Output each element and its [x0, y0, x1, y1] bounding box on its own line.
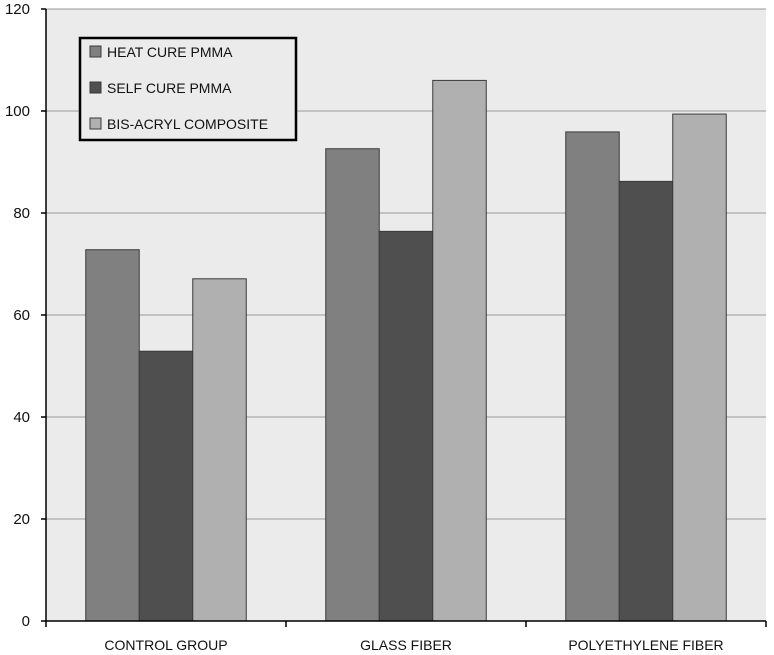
- legend-swatch: [89, 81, 102, 94]
- bar-self-cure-pmma-glass-fiber: [378, 230, 434, 622]
- y-tick-label: 0: [22, 613, 30, 630]
- y-tick-label: 40: [13, 409, 30, 426]
- legend-label: BIS-ACRYL COMPOSITE: [107, 116, 268, 132]
- bar-bis-acryl-composite-glass-fiber: [432, 79, 487, 622]
- y-tick-label: 20: [13, 511, 30, 528]
- y-tick-labels: 0 20 40 60 80 100 120: [5, 1, 30, 630]
- x-tick-label: GLASS FIBER: [360, 637, 452, 653]
- bar-heat-cure-pmma-control-group: [85, 249, 140, 622]
- legend-swatch: [89, 45, 102, 58]
- x-tick-labels: CONTROL GROUP GLASS FIBER POLYETHYLENE FIB…: [104, 637, 723, 653]
- bar-self-cure-pmma-control-group: [138, 350, 194, 622]
- y-tick-label: 80: [13, 205, 30, 222]
- bar-heat-cure-pmma-polyethylene-fiber: [565, 131, 620, 622]
- axes: [41, 8, 767, 627]
- x-tick-label: CONTROL GROUP: [104, 637, 227, 653]
- bar-self-cure-pmma-polyethylene-fiber: [618, 180, 674, 622]
- bar-heat-cure-pmma-glass-fiber: [325, 148, 380, 622]
- legend-box: [78, 36, 298, 142]
- bars: [85, 79, 727, 622]
- y-tick-label: 120: [5, 1, 30, 18]
- bar-bis-acryl-composite-control-group: [192, 278, 247, 622]
- legend: HEAT CURE PMMA SELF CURE PMMA BIS-ACRYL CO…: [78, 36, 298, 142]
- y-tick-label: 100: [5, 103, 30, 120]
- y-tick-label: 60: [13, 307, 30, 324]
- legend-label: HEAT CURE PMMA: [107, 44, 233, 60]
- legend-swatch: [89, 117, 102, 130]
- legend-label: SELF CURE PMMA: [107, 80, 232, 96]
- bar-bis-acryl-composite-polyethylene-fiber: [672, 113, 727, 622]
- x-tick-label: POLYETHYLENE FIBER: [568, 637, 723, 653]
